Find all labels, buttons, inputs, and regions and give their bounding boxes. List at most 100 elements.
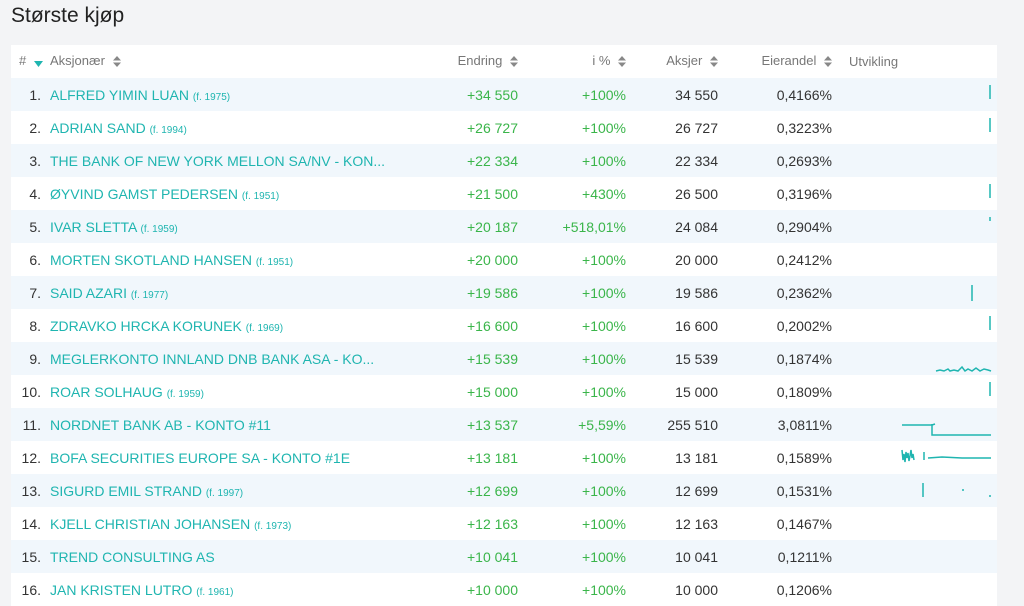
row-rank: 16. (21, 581, 41, 598)
table-row[interactable]: 5. IVAR SLETTA (f. 1959) +20 187 +518,01% 24… (11, 210, 997, 243)
header-trend: Utvikling (832, 45, 997, 78)
table-row[interactable]: 16. JAN KRISTEN LUTRO (f. 1961) +10 000 +10… (11, 573, 997, 606)
shareholder-link[interactable]: NORDNET BANK AB - KONTO #11 (50, 416, 271, 433)
header-shares[interactable]: Aksjer (626, 45, 718, 78)
row-percent: +5,59% (578, 416, 626, 433)
table-row[interactable]: 2. ADRIAN SAND (f. 1994) +26 727 +100% 26 72… (11, 111, 997, 144)
header-percent-label: i % (592, 53, 611, 69)
table-row[interactable]: 12. BOFA SECURITIES EUROPE SA - KONTO #1E… (11, 441, 997, 474)
row-shares: 16 600 (675, 317, 718, 334)
sort-down-icon (33, 55, 43, 70)
header-change[interactable]: Endring (420, 45, 518, 78)
table-row[interactable]: 3. THE BANK OF NEW YORK MELLON SA/NV - KO… (11, 144, 997, 177)
sort-updown-icon (618, 55, 626, 70)
row-shareholder: TREND CONSULTING AS (50, 540, 420, 573)
row-percent: +100% (582, 317, 626, 334)
shareholder-link[interactable]: SIGURD EMIL STRAND (50, 482, 202, 499)
table-row[interactable]: 6. MORTEN SKOTLAND HANSEN (f. 1951) +20 00… (11, 243, 997, 276)
row-percent: +100% (582, 284, 626, 301)
row-percent: +100% (582, 383, 626, 400)
page-title: Største kjøp (11, 4, 125, 27)
row-shares: 10 000 (675, 581, 718, 598)
birth-year: (f. 1961) (196, 586, 234, 598)
row-rank: 2. (29, 119, 41, 136)
shareholder-link[interactable]: MORTEN SKOTLAND HANSEN (50, 251, 252, 268)
row-shareholder: KJELL CHRISTIAN JOHANSEN (f. 1973) (50, 507, 420, 540)
row-shareholder: NORDNET BANK AB - KONTO #11 (50, 408, 420, 441)
shareholder-link[interactable]: MEGLERKONTO INNLAND DNB BANK ASA - KO... (50, 350, 375, 367)
shareholder-link[interactable]: SAID AZARI (50, 284, 128, 301)
row-shareholder: MORTEN SKOTLAND HANSEN (f. 1951) (50, 243, 420, 276)
shareholder-link[interactable]: ZDRAVKO HRCKA KORUNEK (50, 317, 242, 334)
table-row[interactable]: 8. ZDRAVKO HRCKA KORUNEK (f. 1969) +16 600… (11, 309, 997, 342)
row-trend-sparkline (832, 210, 997, 243)
row-ownership: 0,1809% (776, 383, 832, 400)
row-shares: 34 550 (675, 86, 718, 103)
row-percent: +100% (582, 350, 626, 367)
table-row[interactable]: 15. TREND CONSULTING AS +10 041 +100% 10 04… (11, 540, 997, 573)
row-rank: 3. (29, 152, 41, 169)
row-rank: 8. (29, 317, 41, 334)
table-row[interactable]: 10. ROAR SOLHAUG (f. 1959) +15 000 +100% 15 … (11, 375, 997, 408)
table-row[interactable]: 7. SAID AZARI (f. 1977) +19 586 +100% 19 586… (11, 276, 997, 309)
birth-year: (f. 1951) (241, 190, 280, 202)
shareholder-link[interactable]: ROAR SOLHAUG (50, 383, 163, 400)
table-row[interactable]: 14. KJELL CHRISTIAN JOHANSEN (f. 1973) +12… (11, 507, 997, 540)
row-shareholder: JAN KRISTEN LUTRO (f. 1961) (50, 573, 420, 606)
row-ownership: 0,1467% (776, 515, 832, 532)
row-shares: 26 727 (675, 119, 718, 136)
sort-updown-icon (510, 55, 518, 70)
row-shareholder: THE BANK OF NEW YORK MELLON SA/NV - KON.… (50, 144, 420, 177)
birth-year: (f. 1959) (166, 388, 204, 400)
row-percent: +100% (582, 482, 626, 499)
shareholder-link[interactable]: THE BANK OF NEW YORK MELLON SA/NV - KON.… (50, 152, 386, 169)
row-change: +20 000 (467, 251, 518, 268)
row-ownership: 0,3223% (776, 119, 832, 136)
row-rank: 7. (29, 284, 41, 301)
table-row[interactable]: 13. SIGURD EMIL STRAND (f. 1997) +12 699 +1… (11, 474, 997, 507)
shareholder-link[interactable]: KJELL CHRISTIAN JOHANSEN (50, 515, 251, 532)
table-row[interactable]: 1. ALFRED YIMIN LUAN (f. 1975) +34 550 +100… (11, 78, 997, 111)
table-row[interactable]: 4. ØYVIND GAMST PEDERSEN (f. 1951) +21 500… (11, 177, 997, 210)
row-change: +10 000 (467, 581, 518, 598)
birth-year: (f. 1994) (149, 124, 187, 136)
birth-year: (f. 1973) (254, 520, 292, 532)
row-rank: 12. (21, 449, 41, 466)
header-rank[interactable]: # (11, 45, 50, 78)
row-shares: 10 041 (675, 548, 718, 565)
shareholder-link[interactable]: ALFRED YIMIN LUAN (50, 86, 189, 103)
row-shares: 12 699 (675, 482, 718, 499)
row-change: +13 537 (467, 416, 518, 433)
row-change: +10 041 (467, 548, 518, 565)
row-percent: +100% (582, 152, 626, 169)
table-row[interactable]: 9. MEGLERKONTO INNLAND DNB BANK ASA - KO.… (11, 342, 997, 375)
header-trend-label: Utvikling (849, 54, 899, 69)
row-rank: 6. (29, 251, 41, 268)
row-ownership: 0,1874% (776, 350, 832, 367)
shareholder-link[interactable]: ADRIAN SAND (50, 119, 146, 136)
birth-year: (f. 1975) (192, 91, 231, 103)
row-ownership: 0,2904% (776, 218, 832, 235)
row-rank: 13. (21, 482, 41, 499)
row-shares: 13 181 (675, 449, 718, 466)
table-row[interactable]: 11. NORDNET BANK AB - KONTO #11 +13 537 +5… (11, 408, 997, 441)
row-shares: 15 000 (675, 383, 718, 400)
header-shareholder[interactable]: Aksjonær (50, 45, 420, 78)
shareholder-link[interactable]: IVAR SLETTA (50, 218, 137, 235)
shareholder-link[interactable]: TREND CONSULTING AS (50, 548, 215, 565)
header-shares-label: Aksjer (666, 53, 703, 69)
row-shareholder: ZDRAVKO HRCKA KORUNEK (f. 1969) (50, 309, 420, 342)
row-trend-sparkline (832, 375, 997, 408)
header-percent[interactable]: i % (518, 45, 626, 78)
header-rank-label: # (19, 53, 27, 69)
row-change: +21 500 (467, 185, 518, 202)
row-change: +16 600 (467, 317, 518, 334)
row-ownership: 0,4166% (776, 86, 832, 103)
shareholder-link[interactable]: ØYVIND GAMST PEDERSEN (50, 185, 239, 202)
sort-updown-icon (112, 55, 121, 70)
row-change: +15 539 (467, 350, 518, 367)
header-ownership[interactable]: Eierandel (718, 45, 832, 78)
shareholder-link[interactable]: BOFA SECURITIES EUROPE SA - KONTO #1E (50, 449, 351, 466)
shareholder-link[interactable]: JAN KRISTEN LUTRO (50, 581, 193, 598)
row-percent: +100% (582, 449, 626, 466)
